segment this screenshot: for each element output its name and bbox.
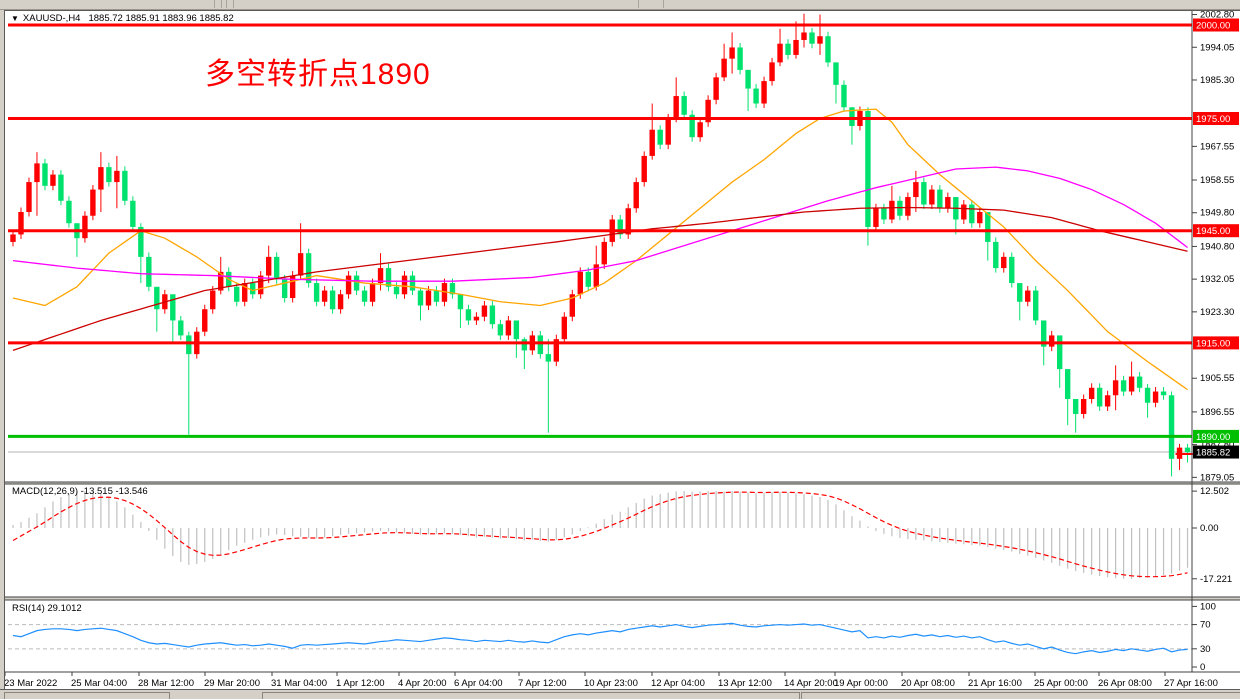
status-bar-cell bbox=[262, 692, 800, 699]
svg-text:1923.30: 1923.30 bbox=[1200, 307, 1234, 318]
svg-text:2000.00: 2000.00 bbox=[1196, 21, 1230, 32]
svg-text:20 Apr 08:00: 20 Apr 08:00 bbox=[901, 678, 955, 689]
svg-text:31 Mar 04:00: 31 Mar 04:00 bbox=[271, 678, 327, 689]
ma-mid-line bbox=[12, 166, 1188, 282]
svg-text:1940.80: 1940.80 bbox=[1200, 241, 1234, 252]
svg-text:1994.05: 1994.05 bbox=[1200, 42, 1234, 53]
time-axis[interactable]: 23 Mar 2022 25 Mar 04:00 28 Mar 12:00 29 Ma… bbox=[5, 672, 1218, 689]
toolbar-fragment-icon bbox=[226, 0, 234, 8]
svg-text:1945.00: 1945.00 bbox=[1196, 226, 1230, 237]
status-bar-cell bbox=[801, 692, 1240, 699]
svg-text:25 Mar 04:00: 25 Mar 04:00 bbox=[71, 678, 127, 689]
price-badge bbox=[1193, 445, 1239, 459]
status-bar-cell bbox=[4, 692, 170, 699]
rsi-line bbox=[12, 622, 1188, 655]
svg-text:12 Apr 04:00: 12 Apr 04:00 bbox=[651, 678, 705, 689]
svg-text:23 Mar 2022: 23 Mar 2022 bbox=[5, 678, 57, 689]
status-bar-strip bbox=[0, 689, 1240, 699]
rsi-indicator-label: RSI(14) 29.1012 bbox=[12, 603, 82, 614]
price-badge bbox=[1193, 18, 1239, 32]
svg-text:1879.05: 1879.05 bbox=[1200, 472, 1234, 483]
svg-text:1905.55: 1905.55 bbox=[1200, 373, 1234, 384]
svg-text:1 Apr 12:00: 1 Apr 12:00 bbox=[336, 678, 385, 689]
ohlc-quotes-label: 1885.72 1885.91 1883.96 1885.82 bbox=[88, 13, 234, 24]
price-badge bbox=[1193, 224, 1239, 238]
macd-indicator-label: MACD(12,26,9) -13.515 -13.546 bbox=[12, 486, 148, 497]
svg-text:-17.221: -17.221 bbox=[1200, 574, 1232, 585]
chart-canvas[interactable]: 2002.80 1994.05 1985.30 1967.55 1958.55 1949.… bbox=[5, 11, 1240, 690]
svg-text:29 Mar 20:00: 29 Mar 20:00 bbox=[204, 678, 260, 689]
svg-text:1887.80: 1887.80 bbox=[1200, 440, 1234, 451]
svg-text:1949.80: 1949.80 bbox=[1200, 208, 1234, 219]
svg-text:25 Apr 00:00: 25 Apr 00:00 bbox=[1034, 678, 1088, 689]
svg-text:21 Apr 16:00: 21 Apr 16:00 bbox=[968, 678, 1022, 689]
svg-text:30: 30 bbox=[1200, 644, 1211, 655]
svg-text:1985.30: 1985.30 bbox=[1200, 75, 1234, 86]
svg-text:1967.55: 1967.55 bbox=[1200, 141, 1234, 152]
svg-text:0.00: 0.00 bbox=[1200, 523, 1219, 534]
ma-slow-line bbox=[12, 206, 1188, 351]
chart-window: ▼ XAUUSD-,H4 1885.72 1885.91 1883.96 1885.… bbox=[4, 10, 1240, 690]
ma-fast-line bbox=[12, 108, 1188, 391]
top-toolbar-strip bbox=[0, 0, 1240, 10]
chart-title-row[interactable]: ▼ XAUUSD-,H4 1885.72 1885.91 1883.96 1885.… bbox=[11, 13, 234, 25]
svg-text:1896.55: 1896.55 bbox=[1200, 407, 1234, 418]
svg-text:4 Apr 20:00: 4 Apr 20:00 bbox=[398, 678, 447, 689]
svg-text:7 Apr 12:00: 7 Apr 12:00 bbox=[518, 678, 567, 689]
svg-text:12.502: 12.502 bbox=[1200, 486, 1229, 497]
svg-text:27 Apr 16:00: 27 Apr 16:00 bbox=[1164, 678, 1218, 689]
svg-text:2002.80: 2002.80 bbox=[1200, 11, 1234, 21]
toolbar-fragment-icon bbox=[214, 0, 222, 8]
price-badge bbox=[1193, 429, 1239, 443]
price-badge bbox=[1193, 112, 1239, 125]
toolbar-fragment-icon bbox=[638, 0, 664, 8]
svg-text:28 Mar 12:00: 28 Mar 12:00 bbox=[138, 678, 194, 689]
chart-annotation-text: 多空转折点1890 bbox=[205, 58, 431, 91]
svg-text:70: 70 bbox=[1200, 620, 1211, 631]
svg-text:26 Apr 08:00: 26 Apr 08:00 bbox=[1098, 678, 1152, 689]
svg-text:10 Apr 23:00: 10 Apr 23:00 bbox=[584, 678, 638, 689]
collapse-arrow-icon[interactable]: ▼ bbox=[11, 14, 19, 23]
macd-histogram bbox=[12, 491, 1189, 579]
svg-text:1915.00: 1915.00 bbox=[1196, 338, 1230, 349]
svg-text:14 Apr 20:00: 14 Apr 20:00 bbox=[784, 678, 838, 689]
svg-text:1975.00: 1975.00 bbox=[1196, 114, 1230, 125]
svg-text:1885.82: 1885.82 bbox=[1196, 448, 1230, 459]
svg-text:100: 100 bbox=[1200, 601, 1216, 612]
macd-signal-line bbox=[12, 491, 1188, 578]
svg-text:13 Apr 12:00: 13 Apr 12:00 bbox=[718, 678, 772, 689]
svg-text:1958.55: 1958.55 bbox=[1200, 175, 1234, 186]
price-badge bbox=[1193, 336, 1239, 350]
svg-text:1890.00: 1890.00 bbox=[1196, 432, 1230, 443]
symbol-timeframe-label: XAUUSD-,H4 bbox=[22, 13, 81, 24]
candles-layer bbox=[10, 13, 1191, 477]
svg-text:0: 0 bbox=[1200, 662, 1205, 673]
svg-text:6 Apr 04:00: 6 Apr 04:00 bbox=[454, 678, 503, 689]
svg-text:1932.05: 1932.05 bbox=[1200, 274, 1234, 285]
svg-text:19 Apr 00:00: 19 Apr 00:00 bbox=[834, 678, 888, 689]
